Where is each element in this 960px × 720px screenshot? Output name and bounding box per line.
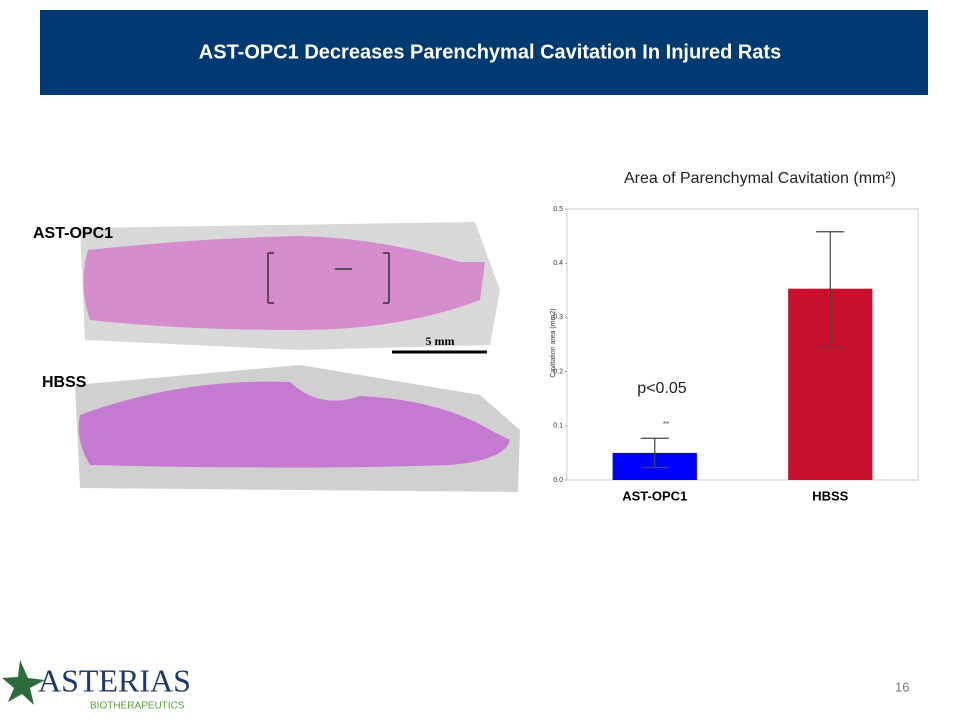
y-tick-label: 0.2 — [553, 368, 563, 375]
header-bar — [40, 10, 928, 95]
slide-title: AST-OPC1 Decreases Parenchymal Cavitatio… — [199, 41, 781, 63]
y-tick-label: 0.1 — [553, 423, 563, 430]
logo-name: ASTERIAS — [38, 662, 191, 698]
annotation: ** — [663, 420, 669, 429]
tissue-image — [83, 236, 486, 330]
x-tick-label: AST-OPC1 — [622, 488, 687, 503]
annotation: p<0.05 — [637, 380, 686, 397]
plot-area — [566, 208, 919, 481]
logo-tagline: BIOTHERAPEUTICS — [90, 701, 185, 712]
x-tick-label: HBSS — [812, 488, 848, 503]
image-markers — [267, 252, 390, 304]
y-tick-label: 0.0 — [553, 477, 563, 484]
chart-title: Area of Parenchymal Cavitation (mm²) — [624, 170, 896, 187]
chart: Area of Parenchymal Cavitation (mm²) Cav… — [550, 170, 919, 503]
tissue-image — [78, 381, 510, 468]
y-tick-label: 0.5 — [553, 206, 563, 213]
logo-mark — [2, 660, 45, 705]
y-axis-label: Cavitation area (mm2) — [550, 308, 557, 377]
image-label: HBSS — [42, 374, 87, 391]
scale-bar-label: 5 mm — [426, 334, 455, 348]
y-tick-label: 0.3 — [553, 314, 563, 321]
image-label: AST-OPC1 — [33, 225, 113, 242]
y-tick-label: 0.4 — [553, 260, 563, 267]
page-number: 16 — [895, 679, 909, 694]
